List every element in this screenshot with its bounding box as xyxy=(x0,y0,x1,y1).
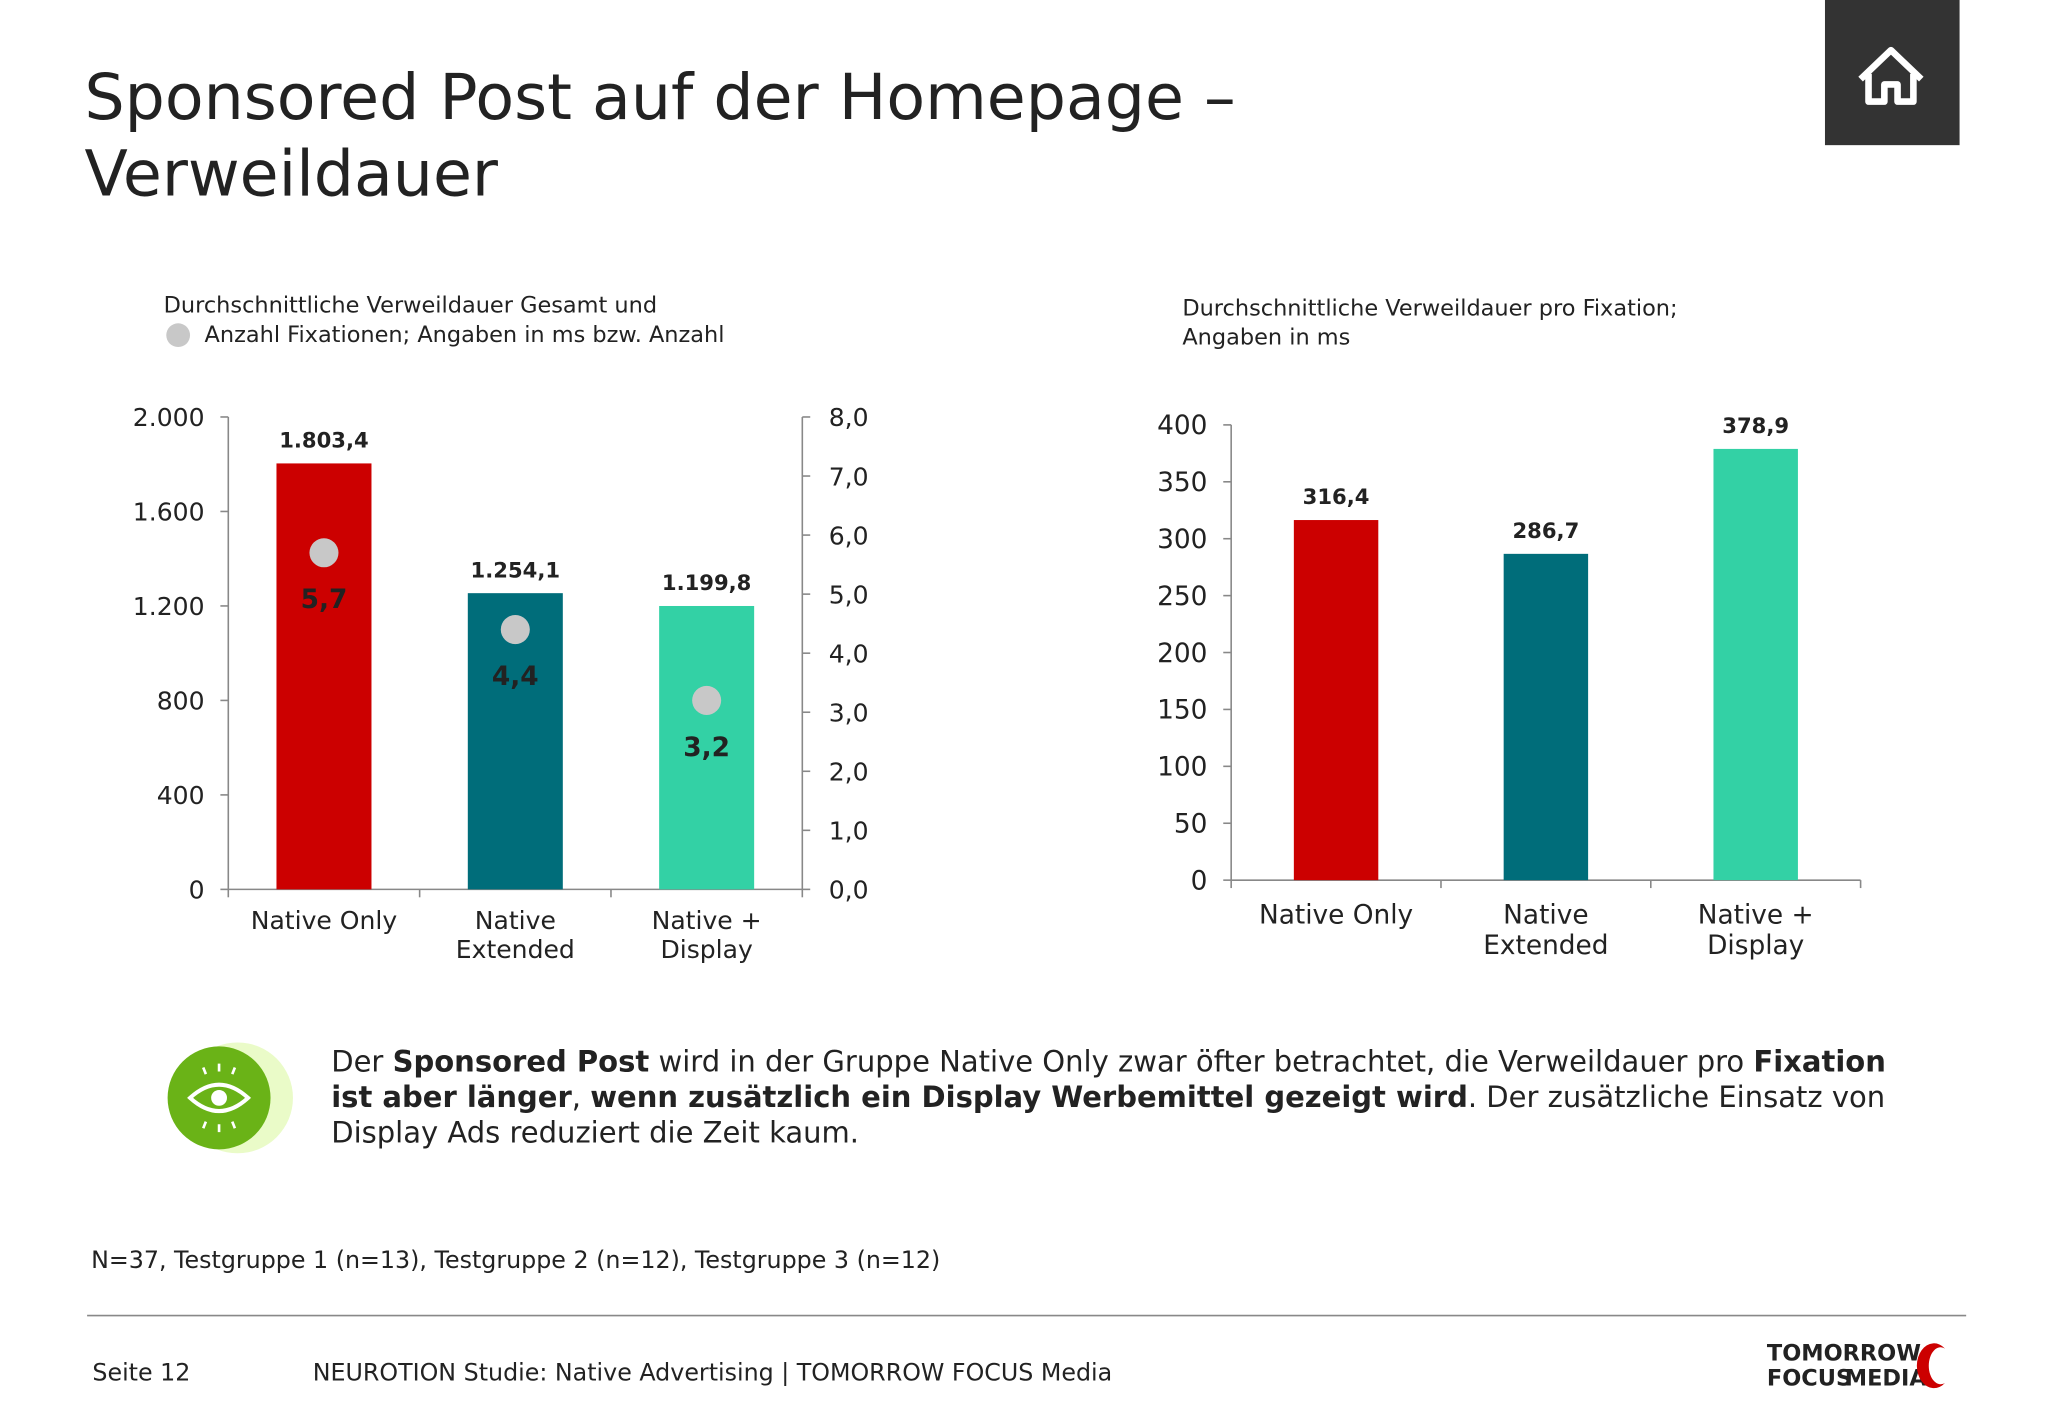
bar xyxy=(1293,520,1379,881)
y2-tick-label: 4,0 xyxy=(829,639,869,668)
y-tick-label: 2.000 xyxy=(133,403,205,432)
y2-tick-label: 6,0 xyxy=(829,521,869,550)
summary-line: Display Ads reduziert die Zeit kaum. xyxy=(331,1116,859,1150)
value-label: 378,9 xyxy=(1722,413,1789,438)
dot-label: 5,7 xyxy=(301,585,348,615)
footer-source: NEUROTION Studie: Native Advertising | T… xyxy=(313,1358,1112,1386)
value-label: 286,7 xyxy=(1512,518,1579,543)
eye-icon xyxy=(167,1042,293,1154)
summary-segment: Display Ads reduziert die Zeit kaum. xyxy=(331,1116,859,1150)
home-button[interactable] xyxy=(1824,0,1960,146)
bar xyxy=(276,463,372,890)
home-bg[interactable] xyxy=(1824,0,1960,146)
summary-segment: wird in der Gruppe Native Only zwar öfte… xyxy=(649,1044,1753,1078)
logo-text: FOCUS xyxy=(1767,1366,1852,1392)
home-icon[interactable] xyxy=(1858,46,1924,105)
y-tick-label: 1.200 xyxy=(133,592,205,621)
y2-tick-label: 1,0 xyxy=(829,817,869,846)
y-tick-label: 100 xyxy=(1157,753,1207,783)
y-tick-label: 300 xyxy=(1157,525,1207,555)
bar xyxy=(1503,553,1589,881)
chart-subtitle: Durchschnittliche Verweildauer pro Fixat… xyxy=(1182,295,1677,321)
value-label: 316,4 xyxy=(1303,484,1370,509)
dot-label: 4,4 xyxy=(492,662,539,692)
chart-subtitle: Durchschnittliche Verweildauer Gesamt un… xyxy=(164,293,657,319)
y-tick-label: 200 xyxy=(1157,639,1207,669)
summary-line: Der Sponsored Post wird in der Gruppe Na… xyxy=(331,1044,1886,1078)
title: Sponsored Post auf der Homepage – xyxy=(84,60,1235,134)
note: N=37, Testgruppe 1 (n=13), Testgruppe 2 … xyxy=(91,1246,940,1274)
summary-segment: . Der zusätzliche Einsatz von xyxy=(1468,1080,1885,1114)
bar xyxy=(1713,448,1798,881)
x-tick-label: Native Extended xyxy=(456,906,575,964)
dot-legend xyxy=(166,323,191,348)
x-tick-label: Native + Display xyxy=(1698,901,1814,961)
y-tick-label: 400 xyxy=(1157,411,1207,441)
fixation-dot xyxy=(500,615,530,645)
x-tick-label: Native Only xyxy=(1259,901,1413,931)
y-tick-label: 1.600 xyxy=(133,498,205,527)
value-label: 1.199,8 xyxy=(662,570,751,595)
summary-line: ist aber länger, wenn zusätzlich ein Dis… xyxy=(331,1080,1885,1114)
y2-tick-label: 2,0 xyxy=(829,758,869,787)
y2-tick-label: 7,0 xyxy=(829,462,869,491)
y-tick-label: 350 xyxy=(1157,468,1207,498)
y-tick-label: 50 xyxy=(1174,809,1208,839)
title: Verweildauer xyxy=(84,136,498,210)
logo-mark xyxy=(1916,1343,1946,1389)
y-tick-label: 150 xyxy=(1157,696,1207,726)
summary-segment: Fixation xyxy=(1753,1044,1885,1078)
fixation-dot xyxy=(309,538,339,568)
chart-subtitle: Angaben in ms xyxy=(1182,324,1350,350)
x-tick-label: Native Extended xyxy=(1483,901,1608,961)
x-tick-label: Native Only xyxy=(251,906,398,935)
y-tick-label: 250 xyxy=(1157,582,1207,612)
dot-label: 3,2 xyxy=(683,733,730,763)
bar xyxy=(659,605,755,890)
value-label: 1.803,4 xyxy=(279,428,368,453)
y2-tick-label: 0,0 xyxy=(829,876,869,905)
summary-segment: Sponsored Post xyxy=(393,1044,650,1078)
y2-tick-label: 3,0 xyxy=(829,698,869,727)
x-tick-label: Native + Display xyxy=(652,906,762,964)
value-label: 1.254,1 xyxy=(471,557,560,582)
summary-segment: ist aber länger xyxy=(331,1080,572,1114)
summary-segment: Der xyxy=(331,1044,392,1078)
fixation-dot xyxy=(692,685,722,715)
chart-subtitle: Anzahl Fixationen; Angaben in ms bzw. An… xyxy=(205,322,725,348)
logo-text: MEDIA xyxy=(1845,1366,1928,1392)
y-tick-label: 0 xyxy=(1191,866,1208,896)
y-tick-label: 800 xyxy=(157,687,205,716)
logo-text: TOMORROW xyxy=(1767,1340,1921,1366)
y2-tick-label: 5,0 xyxy=(829,580,869,609)
summary-segment: wenn zusätzlich ein Display Werbemittel … xyxy=(590,1080,1468,1114)
y2-tick-label: 8,0 xyxy=(829,403,869,432)
y-tick-label: 0 xyxy=(189,876,205,905)
page-number: Seite 12 xyxy=(92,1358,190,1386)
y-tick-label: 400 xyxy=(157,781,205,810)
summary-segment: , xyxy=(572,1080,590,1114)
